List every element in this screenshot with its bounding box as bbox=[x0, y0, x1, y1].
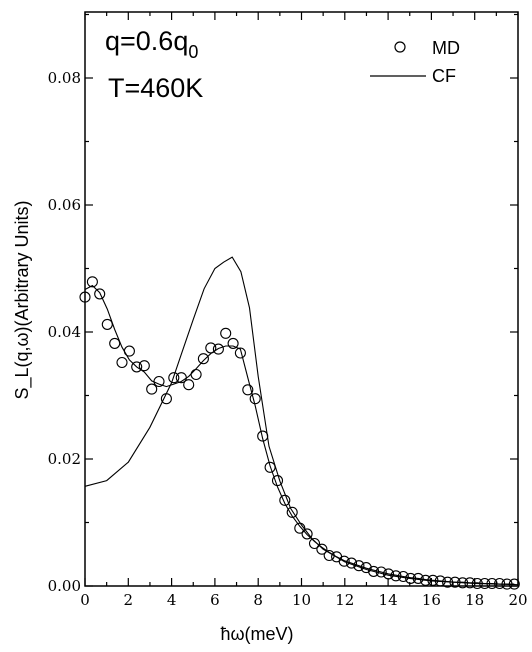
md-data-point bbox=[79, 291, 91, 303]
x-tick-label: 20 bbox=[508, 591, 527, 609]
md-data-point bbox=[397, 570, 409, 583]
md-data-point bbox=[301, 528, 313, 540]
md-data-point bbox=[508, 578, 520, 590]
x-tick-label: 14 bbox=[379, 591, 398, 609]
md-data-point bbox=[412, 572, 424, 584]
md-data-point bbox=[382, 568, 395, 580]
md-data-point bbox=[101, 318, 113, 330]
y-axis-label: S_L(q,ω)(Arbitrary Units) bbox=[12, 200, 33, 399]
md-data-point bbox=[353, 560, 365, 572]
md-data-point bbox=[183, 379, 195, 391]
q-annotation-subscript: 0 bbox=[188, 42, 198, 62]
md-data-point bbox=[123, 345, 135, 357]
md-data-point bbox=[257, 430, 269, 442]
x-axis-label: ħω(meV) bbox=[220, 624, 293, 644]
md-data-point bbox=[197, 353, 209, 365]
y-tick-label: 0.06 bbox=[48, 196, 81, 214]
md-data-point bbox=[457, 577, 469, 589]
md-data-point bbox=[479, 577, 491, 590]
series-lines bbox=[84, 256, 519, 586]
md-data-point bbox=[138, 360, 150, 372]
md-data-point bbox=[501, 578, 513, 590]
y-tick-label: 0.04 bbox=[48, 323, 81, 341]
md-data-point bbox=[234, 347, 246, 359]
md-data-point bbox=[116, 356, 128, 369]
md-data-point bbox=[153, 375, 165, 388]
md-data-point bbox=[323, 549, 335, 562]
legend: MD CF bbox=[370, 38, 460, 86]
md-data-point bbox=[434, 575, 446, 587]
x-tick-label: 10 bbox=[292, 591, 311, 609]
md-data-point bbox=[212, 343, 224, 355]
md-data-point bbox=[160, 393, 172, 405]
md-data-point bbox=[175, 372, 187, 384]
legend-md-label: MD bbox=[432, 38, 460, 58]
md-data-point bbox=[220, 327, 232, 339]
md-data-point bbox=[427, 574, 439, 586]
md-data-point bbox=[471, 577, 483, 590]
md-data-point bbox=[146, 383, 158, 395]
x-tick-label: 8 bbox=[253, 591, 263, 609]
x-tick-label: 6 bbox=[210, 591, 220, 609]
y-tick-label: 0.02 bbox=[48, 450, 81, 468]
md-data-point bbox=[242, 384, 254, 396]
temperature-annotation: T=460K bbox=[108, 73, 203, 103]
md-data-point bbox=[420, 574, 432, 586]
md-data-point bbox=[464, 577, 476, 589]
x-tick-label: 18 bbox=[465, 591, 484, 609]
q-annotation: q=0.6q0 bbox=[105, 26, 198, 62]
x-tick-label: 12 bbox=[335, 591, 354, 609]
md-data-point bbox=[308, 537, 321, 550]
x-tick-label: 16 bbox=[422, 591, 441, 609]
x-tick-label: 0 bbox=[80, 591, 90, 609]
md-data-point bbox=[345, 557, 358, 569]
series-line-md-fit bbox=[84, 284, 515, 585]
md-data-point bbox=[442, 576, 454, 588]
md-data-point bbox=[338, 555, 350, 567]
md-data-point bbox=[227, 337, 239, 349]
x-tick-label: 4 bbox=[167, 591, 177, 609]
md-data-point bbox=[205, 342, 217, 354]
q-annotation-main: q=0.6q bbox=[105, 26, 188, 56]
series-points bbox=[79, 276, 520, 590]
legend-cf-label: CF bbox=[432, 66, 456, 86]
md-data-point bbox=[449, 576, 461, 588]
y-tick-label: 0.00 bbox=[48, 577, 81, 595]
md-data-point bbox=[94, 288, 106, 300]
md-data-point bbox=[316, 543, 328, 555]
axis-tick-labels: 0 2 4 6 8 10 12 14 16 18 20 0.00 0.02 0.04 0.06 0.08 bbox=[48, 69, 528, 609]
md-data-point bbox=[390, 570, 402, 582]
y-tick-label: 0.08 bbox=[48, 69, 81, 87]
md-data-point bbox=[264, 461, 276, 473]
md-data-point bbox=[109, 337, 121, 349]
md-data-point bbox=[86, 276, 98, 288]
md-data-point bbox=[405, 572, 417, 584]
md-data-point bbox=[375, 566, 387, 578]
md-data-point bbox=[131, 361, 143, 373]
md-data-point bbox=[271, 475, 284, 487]
md-data-point bbox=[486, 577, 498, 590]
md-data-point bbox=[286, 506, 298, 518]
md-data-point bbox=[168, 372, 180, 384]
md-data-point bbox=[249, 393, 261, 405]
x-tick-label: 2 bbox=[124, 591, 134, 609]
md-data-point bbox=[494, 577, 506, 590]
md-data-point bbox=[294, 522, 306, 534]
series-line-cf bbox=[84, 256, 519, 586]
md-data-point bbox=[190, 368, 202, 381]
md-data-point bbox=[368, 565, 380, 577]
legend-md-marker bbox=[394, 41, 406, 53]
md-data-point bbox=[279, 494, 291, 506]
